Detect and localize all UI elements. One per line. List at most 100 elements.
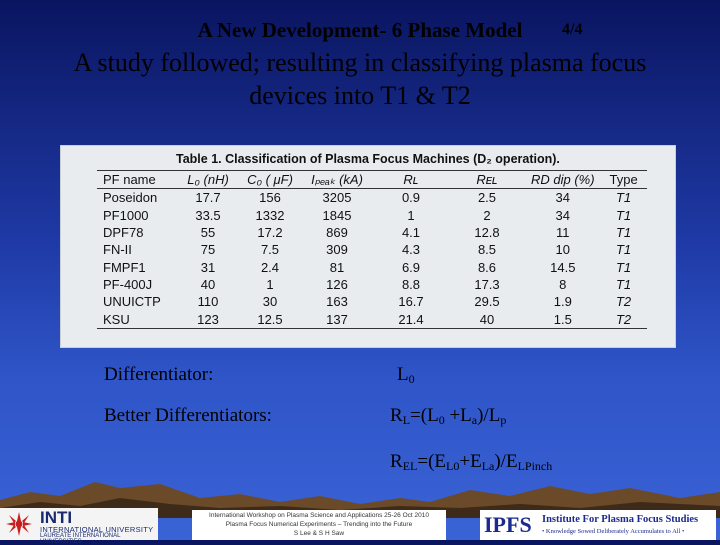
- table-cell: T1: [615, 276, 632, 292]
- differentiator-value: L0: [397, 364, 415, 386]
- table-cell: 17.3: [474, 276, 500, 292]
- differentiator-label: Differentiator:: [104, 364, 214, 385]
- slide-title-text: A New Development- 6 Phase Model: [197, 18, 523, 42]
- table-cell: 1.9: [553, 294, 572, 310]
- table-cell: 1: [407, 207, 415, 223]
- table-cell: 110: [197, 294, 219, 310]
- rel-formula: REL=(EL0+ELa)/ELPinch: [390, 451, 552, 473]
- table-cell: 126: [326, 276, 348, 292]
- table-cell: 40: [479, 311, 495, 327]
- better-differentiators-label: Better Differentiators:: [104, 405, 272, 426]
- table-cell: 2.5: [477, 190, 497, 206]
- rel-sub-3: La: [481, 459, 495, 473]
- table-cell: 11: [556, 225, 570, 241]
- rl-part-1: R: [390, 405, 403, 426]
- table-row: PF1000 33.5 1332 1845 1 2 34 T1: [97, 207, 647, 224]
- rel-part-3: +E: [459, 451, 482, 472]
- slide-title: A New Development- 6 Phase Model 4/4: [0, 18, 720, 43]
- table-cell: 30: [262, 294, 278, 310]
- ipfs-tagline: • Knowledge Sowed Deliberately Accumulat…: [542, 528, 685, 535]
- table-cell: 29.5: [474, 294, 500, 310]
- rl-part-3: +L: [444, 405, 472, 426]
- table-cell: 1845: [322, 207, 352, 223]
- header-rel: Rᴇʟ: [476, 172, 498, 188]
- table-cell: 2: [483, 207, 491, 223]
- table-cell: 123: [197, 311, 219, 327]
- rl-part-4: )/L: [477, 405, 501, 426]
- rel-sub-1: EL: [402, 459, 418, 473]
- table-cell: T2: [615, 294, 632, 310]
- rl-sub-1: L: [402, 413, 411, 427]
- table-cell: KSU: [103, 311, 130, 327]
- table-cell: T1: [615, 190, 632, 206]
- table-row: FN-II 75 7.5 309 4.3 8.5 10 T1: [97, 241, 647, 258]
- table-body: Poseidon 17.7 156 3205 0.9 2.5 34 T1 PF1000 33.5 1…: [97, 189, 647, 329]
- header-c0: C₀ ( μF): [247, 172, 293, 188]
- table-cell: 309: [326, 242, 348, 258]
- classification-table-box: Table 1. Classification of Plasma Focus …: [60, 145, 676, 348]
- table-row: PF-400J 40 1 126 8.8 17.3 8 T1: [97, 276, 647, 293]
- slide-subtitle: A study followed; resulting in classifyi…: [30, 46, 690, 112]
- ipfs-institute: Institute For Plasma Focus Studies: [542, 514, 699, 525]
- rl-sub-2: 0: [438, 413, 445, 427]
- subtitle-line-1: A study followed; resulting in classifyi…: [73, 48, 647, 77]
- conference-line-1: International Workshop on Plasma Science…: [209, 512, 429, 519]
- inti-line-2: LAUREATE INTERNATIONAL UNIVERSITIES: [40, 533, 121, 545]
- table-cell: 6.9: [401, 259, 421, 275]
- table-cell: 33.5: [195, 207, 221, 223]
- table-row: KSU 123 12.5 137 21.4 40 1.5 T2: [97, 310, 647, 329]
- table-row: FMPF1 31 2.4 81 6.9 8.6 14.5 T1: [97, 258, 647, 275]
- table-cell: 81: [329, 259, 345, 275]
- header-rl: Rʟ: [403, 172, 419, 188]
- table-cell: UNUICTP: [103, 294, 161, 310]
- rel-sub-2: L0: [446, 459, 460, 473]
- table-cell: FMPF1: [103, 259, 146, 275]
- table-cell: 163: [326, 294, 348, 310]
- table-cell: 8.8: [401, 276, 421, 292]
- table-cell: PF1000: [103, 207, 149, 223]
- header-type: Type: [609, 172, 638, 188]
- table-cell: 75: [200, 242, 216, 258]
- table-cell: 8.6: [477, 259, 497, 275]
- table-cell: T1: [615, 259, 632, 275]
- table-cell: 55: [200, 225, 216, 241]
- table-cell: 156: [259, 190, 281, 206]
- differentiator-sub: 0: [408, 372, 415, 386]
- table-row: UNUICTP 110 30 163 16.7 29.5 1.9 T2: [97, 293, 647, 310]
- rel-part-2: =(E: [417, 451, 447, 472]
- rel-part-4: )/E: [494, 451, 518, 472]
- subtitle-line-2: devices into T1 & T2: [249, 81, 471, 110]
- table-cell: DPF78: [103, 225, 144, 241]
- table-cell: FN-II: [103, 242, 132, 258]
- table-cell: 8.5: [477, 242, 497, 258]
- table-cell: 17.2: [257, 225, 283, 241]
- table-cell: 34: [555, 190, 571, 206]
- rl-sub-4: p: [500, 413, 507, 427]
- conference-line-2: Plasma Focus Numerical Experiments – Tre…: [225, 521, 413, 528]
- table-cell: Poseidon: [103, 190, 158, 206]
- table-cell: 1332: [255, 207, 285, 223]
- table-cell: 14.5: [550, 259, 576, 275]
- table-cell: 137: [326, 311, 348, 327]
- table-cell: 8: [559, 276, 567, 292]
- table-row: DPF78 55 17.2 869 4.1 12.8 11 T1: [97, 224, 647, 241]
- differentiator-l: L: [397, 364, 409, 385]
- rel-sub-4: LPinch: [517, 459, 553, 473]
- table-row: Poseidon 17.7 156 3205 0.9 2.5 34 T1: [97, 189, 647, 207]
- table-cell: 1.5: [553, 311, 572, 327]
- table-cell: 869: [326, 225, 348, 241]
- ipfs-logo: IPFS Institute For Plasma Focus Studies …: [480, 510, 716, 540]
- table-caption: Table 1. Classification of Plasma Focus …: [176, 152, 560, 166]
- table-cell: 0.9: [401, 190, 421, 206]
- table-cell: T1: [615, 242, 632, 258]
- table-cell: 40: [200, 276, 216, 292]
- classification-table: PF name L₀ (nH) C₀ ( μF) Iₚₑₐₖ (kA) Rʟ R…: [97, 170, 647, 329]
- table-cell: T1: [615, 225, 632, 241]
- header-pf-name: PF name: [103, 172, 156, 188]
- table-cell: 3205: [322, 190, 352, 206]
- table-cell: 12.8: [474, 225, 500, 241]
- header-l0: L₀ (nH): [187, 172, 229, 188]
- page-indicator: 4/4: [562, 21, 583, 38]
- table-cell: 4.3: [401, 242, 421, 258]
- table-cell: 10: [555, 242, 571, 258]
